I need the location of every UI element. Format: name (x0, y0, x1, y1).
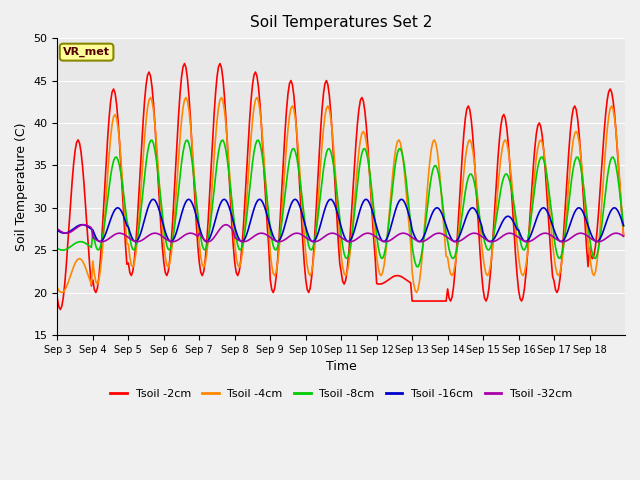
Tsoil -32cm (92, 237, 100, 242)
Tsoil -16cm (346, 238, 354, 243)
Line: Tsoil -16cm: Tsoil -16cm (58, 199, 623, 241)
Tsoil -8cm (460, 198, 468, 204)
Tsoil -2cm (618, 215, 626, 221)
Text: VR_met: VR_met (63, 47, 110, 57)
Line: Tsoil -4cm: Tsoil -4cm (58, 97, 623, 292)
Tsoil -16cm (620, 223, 627, 228)
Tsoil -2cm (74, 137, 82, 143)
Tsoil -4cm (544, 190, 552, 195)
Tsoil -8cm (90, 237, 98, 242)
Tsoil -2cm (92, 289, 100, 295)
Line: Tsoil -2cm: Tsoil -2cm (58, 63, 623, 310)
Tsoil -2cm (620, 232, 627, 238)
Tsoil -32cm (54, 226, 61, 232)
Tsoil -32cm (348, 239, 355, 244)
Tsoil -4cm (147, 95, 154, 100)
Tsoil -32cm (73, 225, 81, 231)
Tsoil -8cm (73, 240, 81, 245)
Tsoil -32cm (460, 236, 468, 241)
Tsoil -4cm (620, 233, 627, 239)
Tsoil -2cm (180, 60, 188, 66)
Tsoil -8cm (618, 210, 626, 216)
Tsoil -8cm (620, 223, 627, 229)
Tsoil -4cm (618, 213, 626, 218)
Tsoil -32cm (620, 233, 627, 239)
Tsoil -8cm (544, 181, 552, 187)
Tsoil -16cm (486, 239, 494, 244)
Legend: Tsoil -2cm, Tsoil -4cm, Tsoil -8cm, Tsoil -16cm, Tsoil -32cm: Tsoil -2cm, Tsoil -4cm, Tsoil -8cm, Tsoi… (106, 385, 577, 404)
Tsoil -8cm (54, 245, 61, 251)
Tsoil -2cm (56, 307, 64, 312)
Tsoil -4cm (58, 289, 66, 295)
Line: Tsoil -8cm: Tsoil -8cm (58, 140, 623, 267)
Tsoil -2cm (54, 296, 61, 302)
Tsoil -8cm (148, 137, 156, 143)
Tsoil -32cm (98, 239, 106, 244)
Tsoil -16cm (618, 218, 626, 224)
Tsoil -16cm (73, 224, 81, 229)
Tsoil -8cm (414, 264, 422, 270)
Title: Soil Temperatures Set 2: Soil Temperatures Set 2 (250, 15, 433, 30)
Line: Tsoil -32cm: Tsoil -32cm (58, 225, 623, 241)
Tsoil -4cm (348, 235, 355, 240)
Tsoil -32cm (618, 232, 626, 238)
Tsoil -16cm (150, 196, 157, 202)
Tsoil -2cm (460, 130, 468, 136)
X-axis label: Time: Time (326, 360, 356, 373)
Tsoil -4cm (74, 256, 82, 262)
Tsoil -16cm (459, 225, 467, 231)
Tsoil -4cm (92, 279, 100, 285)
Tsoil -32cm (80, 222, 88, 228)
Y-axis label: Soil Temperature (C): Soil Temperature (C) (15, 122, 28, 251)
Tsoil -16cm (90, 231, 98, 237)
Tsoil -4cm (54, 285, 61, 291)
Tsoil -16cm (54, 228, 61, 233)
Tsoil -2cm (544, 211, 552, 217)
Tsoil -2cm (348, 210, 355, 216)
Tsoil -32cm (544, 231, 552, 237)
Tsoil -4cm (460, 169, 468, 175)
Tsoil -16cm (544, 210, 552, 216)
Tsoil -8cm (346, 245, 354, 251)
